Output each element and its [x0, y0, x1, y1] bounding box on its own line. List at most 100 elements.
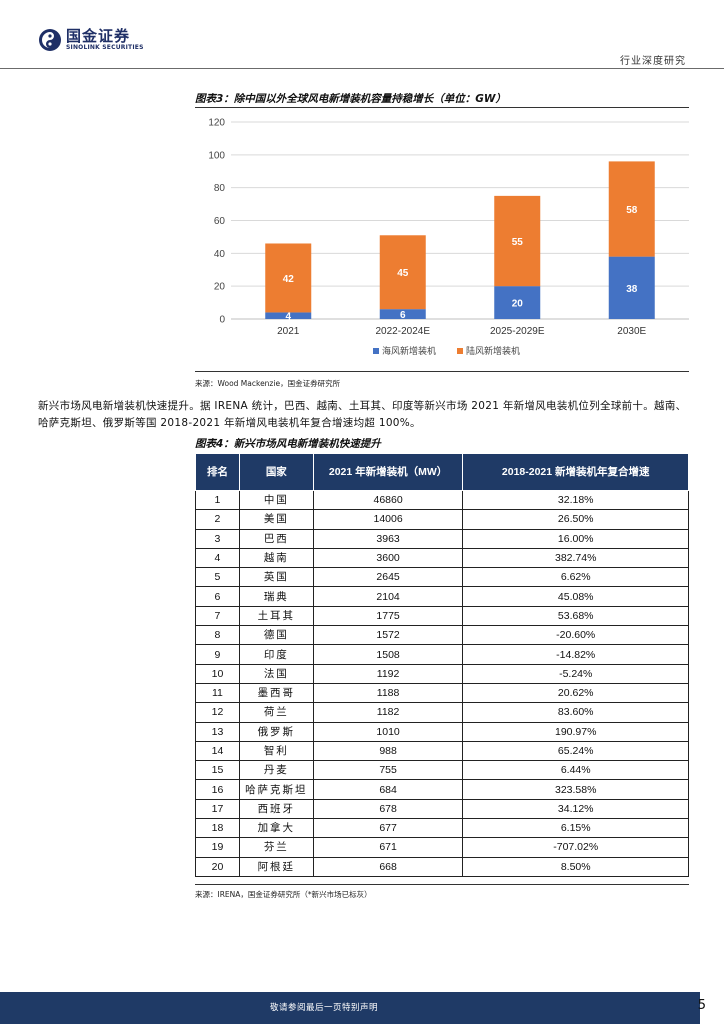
cagr-cell: 6.62% — [462, 567, 689, 588]
capacity-cell: 678 — [312, 798, 464, 820]
capacity-cell: 1508 — [312, 644, 464, 665]
bar-segment — [494, 286, 541, 319]
y-tick-label: 120 — [208, 118, 225, 129]
capacity-cell: 46860 — [312, 489, 464, 511]
table-row: 17 西班牙 678 34.12% — [195, 798, 689, 820]
capacity-cell: 1182 — [312, 702, 464, 723]
capacity-cell: 1775 — [312, 605, 464, 627]
bar-segment — [265, 312, 312, 319]
sinolink-logo-icon — [39, 29, 61, 51]
rank-cell: 20 — [195, 856, 240, 877]
table-row: 15 丹麦 755 6.44% — [195, 760, 689, 781]
country-cell: 墨西哥 — [238, 682, 314, 704]
rank-cell: 16 — [195, 779, 240, 800]
bar-segment — [494, 195, 541, 287]
header-country: 国家 — [238, 453, 314, 491]
table-body: 1 中国 46860 32.18% 2 美国 14006 26.50% 3 巴西 3963 16.00… — [195, 489, 689, 877]
emerging-markets-table: 排名 国家 2021 年新增装机（MW） 2018-2021 新增装机年复合增速… — [195, 453, 689, 877]
x-tick-label: 2025-2029E — [490, 326, 545, 337]
cagr-cell: -707.02% — [462, 837, 689, 858]
table-row: 13 俄罗斯 1010 190.97% — [195, 721, 689, 742]
country-cell: 俄罗斯 — [238, 721, 314, 742]
cagr-cell: -14.82% — [462, 644, 689, 665]
bar-segment — [379, 309, 426, 319]
country-cell: 智利 — [238, 740, 314, 762]
country-cell: 印度 — [238, 644, 314, 665]
country-cell: 荷兰 — [238, 702, 314, 723]
rank-cell: 3 — [195, 528, 240, 549]
header-divider — [0, 68, 724, 69]
country-cell: 英国 — [238, 567, 314, 588]
figure3-source: 来源：Wood Mackenzie，国金证券研究所 — [195, 379, 341, 388]
y-tick-label: 60 — [214, 216, 226, 227]
y-tick-label: 0 — [219, 315, 225, 326]
x-tick-label: 2030E — [617, 326, 646, 337]
capacity-cell: 684 — [312, 779, 464, 800]
data-label: 58 — [626, 205, 638, 216]
footer-bar — [0, 992, 700, 1024]
capacity-cell: 3600 — [312, 547, 464, 569]
table-row: 1 中国 46860 32.18% — [195, 489, 689, 511]
table-row: 18 加拿大 677 6.15% — [195, 818, 689, 839]
capacity-cell: 1010 — [312, 721, 464, 742]
data-label: 20 — [512, 299, 524, 310]
logo-cn-text: 国金证券 — [66, 27, 131, 45]
table-row: 11 墨西哥 1188 20.62% — [195, 682, 689, 704]
x-tick-label: 2021 — [277, 326, 300, 337]
page-number: 5 — [697, 998, 706, 1013]
rank-cell: 2 — [195, 509, 240, 530]
bar-segment — [608, 161, 655, 257]
rank-cell: 14 — [195, 740, 240, 762]
rank-cell: 9 — [195, 644, 240, 665]
cagr-cell: -20.60% — [462, 625, 689, 646]
header-cagr: 2018-2021 新增装机年复合增速 — [462, 453, 689, 491]
data-label: 4 — [285, 312, 291, 323]
x-tick-label: 2022-2024E — [376, 326, 431, 337]
table-row: 20 阿根廷 668 8.50% — [195, 856, 689, 877]
cagr-cell: 32.18% — [462, 489, 689, 511]
table-row: 5 英国 2645 6.62% — [195, 567, 689, 588]
country-cell: 土耳其 — [238, 605, 314, 627]
cagr-cell: -5.24% — [462, 663, 689, 684]
table-row: 6 瑞典 2104 45.08% — [195, 586, 689, 607]
capacity-cell: 1188 — [312, 682, 464, 704]
cagr-cell: 45.08% — [462, 586, 689, 607]
country-cell: 阿根廷 — [238, 856, 314, 877]
cagr-cell: 382.74% — [462, 547, 689, 569]
rank-cell: 1 — [195, 489, 240, 511]
rank-cell: 15 — [195, 760, 240, 781]
body-paragraph: 新兴市场风电新增装机快速提升。据 IRENA 统计，巴西、越南、土耳其、印度等新… — [38, 400, 687, 429]
rank-cell: 17 — [195, 798, 240, 820]
y-tick-label: 80 — [214, 183, 226, 194]
table-row: 8 德国 1572 -20.60% — [195, 625, 689, 646]
stacked-bar-chart: 0 20 40 60 80 100 120 4 42 2021 6 45 2022-2024E 20 55 2… — [208, 118, 689, 357]
y-tick-label: 20 — [214, 282, 226, 293]
cagr-cell: 83.60% — [462, 702, 689, 723]
data-label: 55 — [512, 237, 524, 248]
table-row: 14 智利 988 65.24% — [195, 740, 689, 762]
y-tick-label: 40 — [214, 249, 226, 260]
country-cell: 哈萨克斯坦 — [238, 779, 314, 800]
capacity-cell: 1572 — [312, 625, 464, 646]
figure3-title: 图表3：除中国以外全球风电新增装机容量持稳增长（单位：GW） — [195, 93, 507, 105]
country-cell: 法国 — [238, 663, 314, 684]
figure3-bottom-rule — [195, 371, 689, 372]
logo-en-text: SINOLINK SECURITIES — [66, 44, 144, 51]
capacity-cell: 671 — [312, 837, 464, 858]
table-row: 19 芬兰 671 -707.02% — [195, 837, 689, 858]
country-cell: 加拿大 — [238, 818, 314, 839]
table-row: 16 哈萨克斯坦 684 323.58% — [195, 779, 689, 800]
cagr-cell: 53.68% — [462, 605, 689, 627]
bar-segment — [379, 235, 426, 310]
table-row: 12 荷兰 1182 83.60% — [195, 702, 689, 723]
data-label: 42 — [283, 274, 295, 285]
table-row: 2 美国 14006 26.50% — [195, 509, 689, 530]
country-cell: 瑞典 — [238, 586, 314, 607]
table-row: 3 巴西 3963 16.00% — [195, 528, 689, 549]
figure3-top-rule — [195, 107, 689, 108]
header-rank: 排名 — [195, 453, 240, 491]
cagr-cell: 8.50% — [462, 856, 689, 877]
data-label: 6 — [400, 310, 406, 321]
rank-cell: 12 — [195, 702, 240, 723]
country-cell: 越南 — [238, 547, 314, 569]
